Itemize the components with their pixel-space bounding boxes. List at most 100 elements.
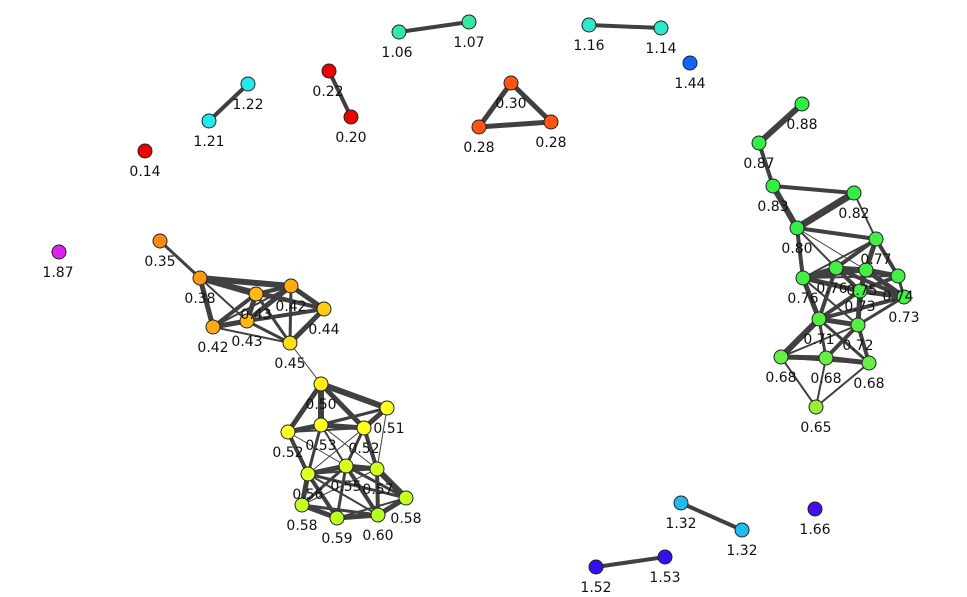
node-label-n49: 0.68: [765, 370, 796, 386]
node-n11: [503, 75, 519, 91]
node-label-n29: 0.55: [330, 479, 361, 495]
edge-n23-n25: [285, 381, 324, 435]
node-label-n57: 1.53: [649, 570, 680, 586]
edge-n39-n42: [796, 227, 837, 269]
node-n26: [313, 417, 329, 433]
node-label-n56: 1.52: [580, 580, 611, 596]
node-n29: [338, 458, 354, 474]
node-label-n18: 0.42: [197, 340, 228, 356]
edge-n41-n44: [802, 275, 899, 279]
edge-n36-n37: [757, 141, 775, 188]
node-label-n11: 0.30: [495, 96, 526, 112]
edge-n37-n39: [770, 183, 800, 231]
node-n43: [858, 262, 874, 278]
edge-n1-n2: [397, 20, 471, 34]
edge-n18-n19: [211, 292, 258, 329]
node-n35: [794, 96, 810, 112]
node-label-n35: 0.88: [786, 117, 817, 133]
node-label-n40: 0.77: [860, 252, 891, 268]
edge-n30-n31: [301, 468, 378, 506]
node-label-n24: 0.51: [373, 421, 404, 437]
node-n5: [682, 55, 698, 71]
edge-n29-n31: [300, 464, 348, 507]
node-label-n32: 0.58: [390, 511, 421, 527]
edge-n39-n41: [795, 226, 805, 280]
edge-n37-n38: [771, 184, 856, 195]
node-n57: [657, 549, 673, 565]
edge-n48-n49: [780, 324, 859, 358]
node-label-n7: 0.20: [335, 130, 366, 146]
node-label-n23: 0.50: [305, 397, 336, 413]
node-label-n31: 0.58: [286, 518, 317, 534]
edge-n28-n33: [306, 472, 339, 520]
edge-n11-n13: [508, 80, 554, 125]
edge-n23-n24: [318, 381, 390, 411]
node-n8: [240, 76, 256, 92]
node-label-n34: 0.60: [362, 528, 393, 544]
node-n51: [861, 355, 877, 371]
node-n27: [356, 420, 372, 436]
node-label-n43: 0.75: [846, 283, 877, 299]
node-n38: [846, 185, 862, 201]
node-label-n5: 1.44: [674, 76, 705, 92]
node-label-n36: 0.87: [743, 156, 774, 172]
node-n18: [205, 319, 221, 335]
edge-n25-n28: [286, 430, 310, 476]
node-n28: [300, 466, 316, 482]
node-n10: [137, 143, 153, 159]
edge-n56-n57: [594, 555, 667, 569]
node-n46: [896, 289, 912, 305]
node-n13: [543, 114, 559, 130]
node-label-n9: 1.21: [193, 134, 224, 150]
node-label-n20: 0.43: [231, 334, 262, 350]
edge-n53-n54: [679, 501, 744, 532]
node-n15: [152, 233, 168, 249]
node-label-n2: 1.07: [453, 35, 484, 51]
node-label-n14: 1.87: [42, 265, 73, 281]
edge-n20-n22: [245, 319, 292, 345]
edge-n22-n23: [289, 342, 322, 385]
edge-n45-n47: [817, 289, 862, 321]
edge-n15-n16: [158, 239, 202, 280]
node-n48: [850, 317, 866, 333]
edge-n23-n27: [318, 381, 367, 431]
node-label-n48: 0.72: [842, 338, 873, 354]
node-n31: [294, 497, 310, 513]
node-label-n52: 0.65: [800, 420, 831, 436]
edge-n12-n13: [476, 119, 554, 130]
node-label-n21: 0.44: [308, 322, 339, 338]
node-label-n8: 1.22: [232, 97, 263, 113]
node-n53: [673, 495, 689, 511]
node-label-n44: 0.74: [882, 289, 913, 305]
node-label-n39: 0.80: [781, 241, 812, 257]
edge-n47-n49: [778, 316, 822, 360]
node-n40: [868, 231, 884, 247]
edge-n27-n28: [307, 427, 365, 475]
node-n33: [329, 510, 345, 526]
node-n4: [653, 20, 669, 36]
edge-n20-n21: [245, 307, 326, 323]
node-label-n16: 0.38: [184, 291, 215, 307]
edge-n26-n29: [320, 424, 347, 467]
edge-n39-n43: [796, 227, 867, 271]
node-n17: [283, 278, 299, 294]
node-label-n47: 0.71: [803, 332, 834, 348]
edge-n30-n34: [375, 467, 380, 517]
node-label-n41: 0.76: [787, 291, 818, 307]
node-n39: [789, 220, 805, 236]
node-n45: [852, 283, 868, 299]
node-n6: [321, 63, 337, 79]
edge-n43-n46: [863, 267, 907, 300]
edge-n6-n7: [327, 69, 353, 119]
node-n36: [751, 135, 767, 151]
edge-n39-n40: [795, 226, 878, 241]
edge-n35-n36: [756, 101, 805, 146]
node-n41: [795, 270, 811, 286]
node-label-n28: 0.56: [292, 487, 323, 503]
node-label-n46: 0.73: [888, 310, 919, 326]
node-n30: [369, 461, 385, 477]
node-label-n1: 1.06: [381, 45, 412, 61]
node-label-n13: 0.28: [535, 135, 566, 151]
edge-n41-n48: [802, 277, 859, 326]
node-label-n50: 0.68: [810, 371, 841, 387]
